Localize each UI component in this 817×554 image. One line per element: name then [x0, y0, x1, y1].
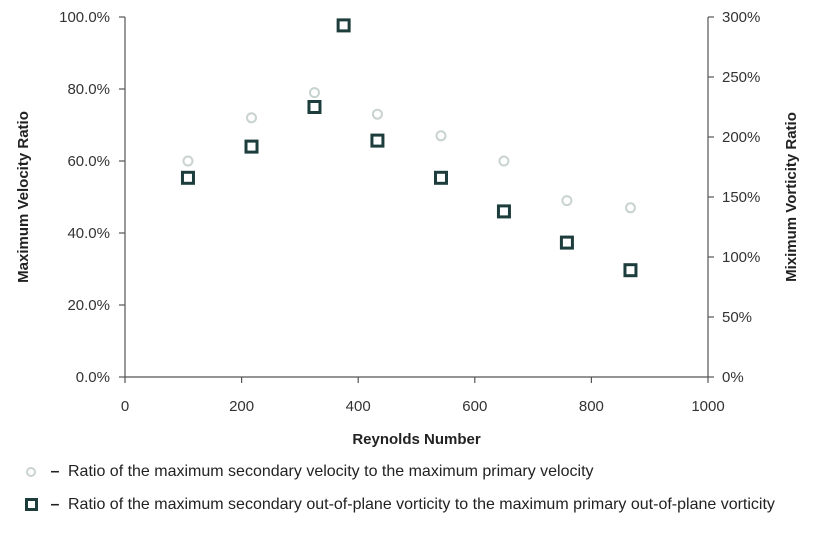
vorticity-ratio-point — [496, 204, 511, 219]
y-right-tick-label: 150% — [722, 189, 760, 206]
x-tick-label: 1000 — [691, 398, 724, 415]
x-axis-title: Reynolds Number — [352, 431, 481, 448]
legend: – Ratio of the maximum secondary velocit… — [20, 462, 817, 528]
vorticity-ratio-point — [623, 263, 638, 278]
y-right-tick-label: 250% — [722, 69, 760, 86]
vorticity-ratio-point — [244, 139, 259, 154]
y-right-tick-label: 50% — [722, 309, 752, 326]
data-points — [180, 18, 638, 278]
vorticity-ratio-point — [370, 133, 385, 148]
y-right-tick-label: 300% — [722, 9, 760, 26]
vorticity-ratio-point — [433, 170, 448, 185]
vorticity-ratio-point — [180, 170, 195, 185]
square-marker-icon — [20, 495, 42, 514]
legend-label: Ratio of the maximum secondary velocity … — [68, 463, 594, 480]
legend-label: Ratio of the maximum secondary out-of-pl… — [68, 496, 775, 513]
y-axis-left-title: Maximum Velocity Ratio — [15, 111, 32, 283]
tick-marks — [119, 16, 714, 383]
velocity-ratio-point — [624, 202, 636, 214]
x-tick-label: 0 — [121, 398, 129, 415]
velocity-ratio-point — [561, 195, 573, 207]
x-tick-label: 200 — [229, 398, 254, 415]
legend-dash: – — [50, 496, 60, 513]
y-left-tick-label: 60.0% — [67, 153, 110, 170]
y-right-tick-label: 0% — [722, 369, 744, 386]
y-left-tick-label: 0.0% — [76, 369, 110, 386]
velocity-ratio-point — [246, 112, 258, 124]
velocity-ratio-point — [308, 87, 320, 99]
vorticity-ratio-point — [559, 235, 574, 250]
tick-labels: 0 200 400 600 800 1000 0.0% 20.0% 40.0% 60.0% 80.0… — [59, 9, 760, 415]
velocity-ratio-point — [182, 155, 194, 167]
axis-titles: Reynolds Number Maximum Velocity Ratio Mix… — [15, 111, 800, 448]
velocity-ratio-point — [498, 155, 510, 167]
x-tick-label: 800 — [579, 398, 604, 415]
vorticity-ratio-point — [336, 18, 351, 33]
x-tick-label: 600 — [462, 398, 487, 415]
x-tick-label: 400 — [346, 398, 371, 415]
y-left-tick-label: 20.0% — [67, 297, 110, 314]
chart: 0 200 400 600 800 1000 0.0% 20.0% 40.0% 60.0% 80.0… — [15, 9, 800, 448]
y-right-tick-label: 200% — [722, 129, 760, 146]
velocity-ratio-point — [371, 108, 383, 120]
y-right-tick-label: 100% — [722, 249, 760, 266]
y-axis-right-title: Miximum Vorticity Ratio — [783, 112, 800, 282]
legend-item-velocity: – Ratio of the maximum secondary velocit… — [20, 462, 817, 481]
y-left-tick-label: 80.0% — [67, 81, 110, 98]
legend-item-vorticity: – Ratio of the maximum secondary out-of-… — [20, 495, 817, 514]
vorticity-ratio-point — [307, 100, 322, 114]
legend-dash: – — [50, 463, 60, 480]
circle-marker-icon — [20, 462, 42, 481]
y-left-tick-label: 100.0% — [59, 9, 110, 26]
axes — [124, 17, 709, 378]
y-left-tick-label: 40.0% — [67, 225, 110, 242]
velocity-ratio-point — [435, 130, 447, 142]
